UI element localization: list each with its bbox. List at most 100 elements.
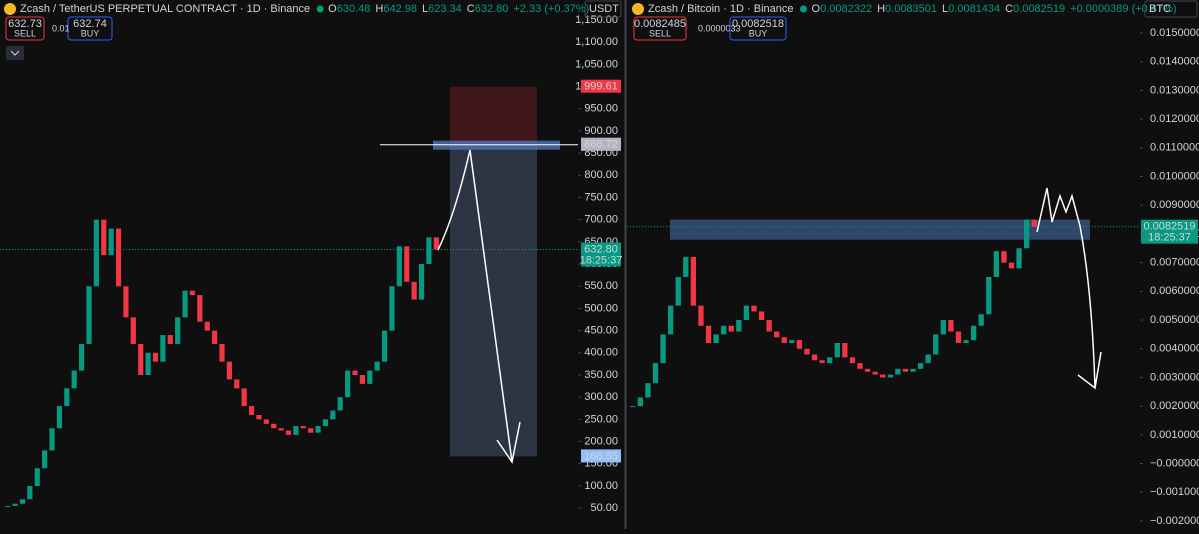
chart-title: Zcash / Bitcoin · 1D · Binance	[648, 3, 794, 15]
candle	[42, 450, 48, 469]
ohlc-value: 623.34	[428, 3, 462, 15]
hand-arrow	[1036, 187, 1102, 390]
candle	[101, 219, 107, 256]
buy-button[interactable]	[729, 16, 787, 41]
y-tick-label: 0.0120000	[1150, 113, 1199, 125]
y-tick-label: 750.00	[584, 191, 618, 203]
candle	[796, 340, 803, 349]
candle	[857, 363, 863, 369]
y-tick-label: 0.0060000	[1150, 285, 1199, 297]
candle	[167, 335, 173, 344]
y-tick-label: 500.00	[584, 302, 618, 314]
candle	[86, 286, 92, 344]
candle	[79, 343, 85, 371]
candle	[675, 276, 681, 306]
y-tick-label: 400.00	[584, 347, 618, 359]
candle	[690, 256, 697, 306]
candle	[293, 426, 299, 435]
candle	[721, 325, 727, 335]
ohlc-value: 0.0083501	[885, 3, 937, 15]
ohlc-key: O	[812, 3, 821, 15]
ohlc-value: 0.0082322	[820, 3, 872, 15]
y-tick-label: 200.00	[584, 435, 618, 447]
y-tick-label: 350.00	[584, 369, 618, 381]
collapse-button[interactable]	[6, 46, 24, 60]
sell-button[interactable]	[633, 16, 687, 41]
ohlc-value: 630.48	[337, 3, 371, 15]
candle	[827, 357, 833, 364]
currency-label: BTC	[1149, 3, 1171, 15]
price-marker	[581, 137, 621, 151]
ohlc-key: L	[422, 3, 428, 15]
y-tick-label: 0.0090000	[1150, 199, 1199, 211]
candle	[630, 406, 636, 408]
candle	[322, 419, 329, 427]
currency-label: USDT	[589, 3, 619, 15]
candle	[160, 335, 166, 362]
candle	[182, 290, 188, 318]
candle	[271, 423, 277, 429]
candle	[152, 352, 159, 362]
candle	[917, 363, 924, 369]
y-tick-label: 1,050.00	[575, 58, 618, 70]
position-stop	[450, 86, 537, 145]
status-dot	[316, 5, 324, 13]
symbol-icon	[4, 3, 16, 15]
buy-button[interactable]	[67, 16, 113, 41]
candle	[352, 370, 358, 376]
currency-button[interactable]	[1144, 0, 1198, 18]
candle	[308, 428, 314, 433]
candle	[337, 397, 343, 411]
candle	[5, 505, 11, 507]
candle	[955, 331, 962, 344]
candle	[652, 363, 659, 384]
candle	[993, 251, 999, 277]
candle	[404, 246, 410, 282]
candle	[925, 354, 931, 364]
candle	[781, 337, 787, 344]
candle	[887, 374, 893, 378]
countdown-label: 18:25:37	[1148, 232, 1191, 244]
candle	[970, 325, 977, 341]
ohlc-key: H	[375, 3, 383, 15]
candle	[145, 352, 151, 376]
y-tick-label: 900.00	[584, 125, 618, 137]
y-tick-label: 0.0020000	[1150, 400, 1199, 412]
price-marker-label: 868.72	[584, 139, 618, 151]
candle	[263, 419, 269, 424]
candle	[743, 305, 750, 321]
candle	[418, 264, 425, 300]
candle	[864, 368, 871, 372]
candle	[56, 406, 63, 429]
price-marker-label: 632.80	[584, 243, 618, 255]
candle	[93, 219, 99, 287]
ohlc-value: 0.0081434	[948, 3, 1000, 15]
candle	[197, 295, 203, 322]
currency-button[interactable]	[584, 0, 622, 18]
y-tick-label: 250.00	[584, 413, 618, 425]
candle	[1031, 219, 1037, 227]
candle	[645, 383, 651, 398]
status-dot	[800, 5, 808, 13]
candle	[948, 320, 954, 332]
y-tick-label: −0.0020000	[1150, 515, 1199, 527]
candle	[758, 311, 765, 321]
candle	[234, 379, 240, 389]
hand-arrow	[437, 149, 521, 464]
candle	[138, 343, 144, 376]
candle	[19, 499, 26, 504]
candle	[978, 314, 984, 326]
candle	[668, 305, 674, 335]
y-tick-label: 550.00	[584, 280, 618, 292]
chart-title: Zcash / TetherUS PERPETUAL CONTRACT · 1D…	[20, 3, 310, 15]
candle	[880, 374, 886, 378]
sell-button[interactable]	[5, 16, 45, 41]
buy-label: BUY	[749, 28, 768, 38]
y-tick-label: 700.00	[584, 214, 618, 226]
candle	[683, 256, 689, 277]
ohlc: O0.0082322 H0.0083501 L0.0081434 C0.0082519…	[812, 3, 1177, 15]
candle	[374, 361, 380, 371]
candle	[963, 340, 969, 344]
